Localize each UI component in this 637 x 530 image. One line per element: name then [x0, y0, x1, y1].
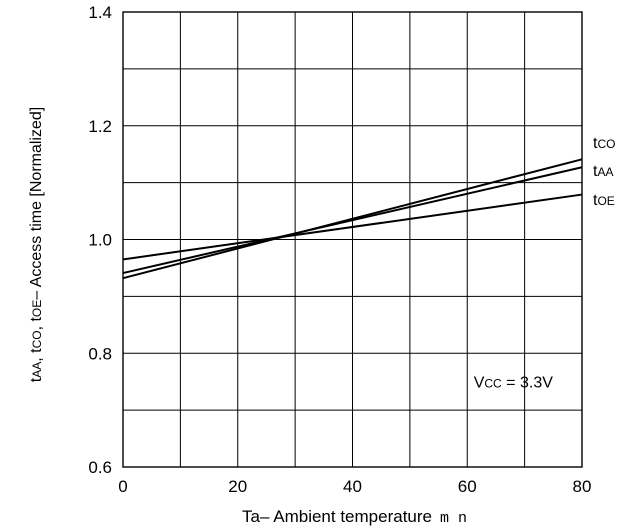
x-tick-label: 80 — [573, 477, 592, 496]
x-axis-unit: m n — [440, 510, 467, 527]
y-tick-label: 0.6 — [88, 458, 112, 477]
y-axis-label: tAA, tCO, tOE– Access time [Normalized] — [28, 107, 45, 382]
series-label-tCO: tCO — [593, 135, 615, 152]
series-label-main: t — [593, 192, 598, 209]
series-label-main: t — [593, 163, 598, 180]
series-label-sub: AA — [597, 165, 613, 179]
y-tick-label: 1.2 — [88, 117, 112, 136]
series-line-tCO — [122, 158, 583, 280]
series-label-main: t — [593, 135, 598, 152]
y-tick-label: 0.8 — [88, 344, 112, 363]
y-label-part: – Access time [Normalized] — [28, 107, 45, 300]
x-tick-labels: 0 20 40 60 80 — [118, 477, 591, 496]
x-axis-label: Ta– Ambient temperature — [242, 507, 432, 526]
x-tick-label: 60 — [458, 477, 477, 496]
series-lines — [122, 158, 583, 280]
x-tick-label: 0 — [118, 477, 127, 496]
grid — [123, 12, 582, 467]
y-label-sub: AA — [30, 362, 44, 378]
series-line-tAA — [122, 166, 583, 275]
series-label-tAA: tAA — [593, 163, 613, 180]
vcc-annotation: VCC = 3.3V — [474, 375, 553, 392]
vcc-sub: CC — [484, 377, 502, 391]
y-label-sub: OE — [30, 300, 44, 317]
y-label-sub: CO — [30, 330, 44, 348]
y-label-part: , t — [28, 348, 45, 362]
vcc-main: V — [474, 375, 485, 392]
vcc-rest: = 3.3V — [502, 375, 553, 392]
series-label-tOE: tOE — [593, 192, 615, 209]
y-label-part: , t — [28, 317, 45, 331]
y-tick-labels: 0.6 0.8 1.0 1.2 1.4 — [88, 3, 112, 477]
x-tick-label: 40 — [343, 477, 362, 496]
series-label-sub: OE — [597, 194, 614, 208]
y-label-part: t — [28, 377, 45, 382]
series-line-tOE — [122, 193, 583, 261]
series-label-sub: CO — [597, 137, 615, 151]
y-tick-label: 1.4 — [88, 3, 112, 22]
x-tick-label: 20 — [228, 477, 247, 496]
y-tick-label: 1.0 — [88, 231, 112, 250]
plot-frame — [122, 11, 583, 468]
